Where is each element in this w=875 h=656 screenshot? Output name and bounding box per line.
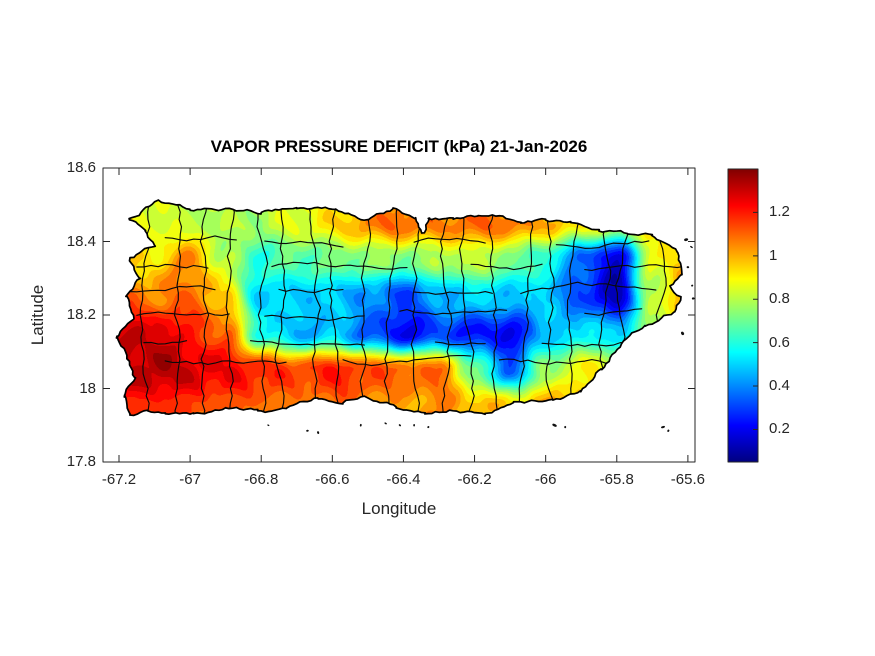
x-axis-label: Longitude	[361, 499, 437, 518]
chart-title: VAPOR PRESSURE DEFICIT (kPa) 21-Jan-2026	[210, 137, 588, 156]
y-axis-label: Latitude	[28, 284, 47, 346]
